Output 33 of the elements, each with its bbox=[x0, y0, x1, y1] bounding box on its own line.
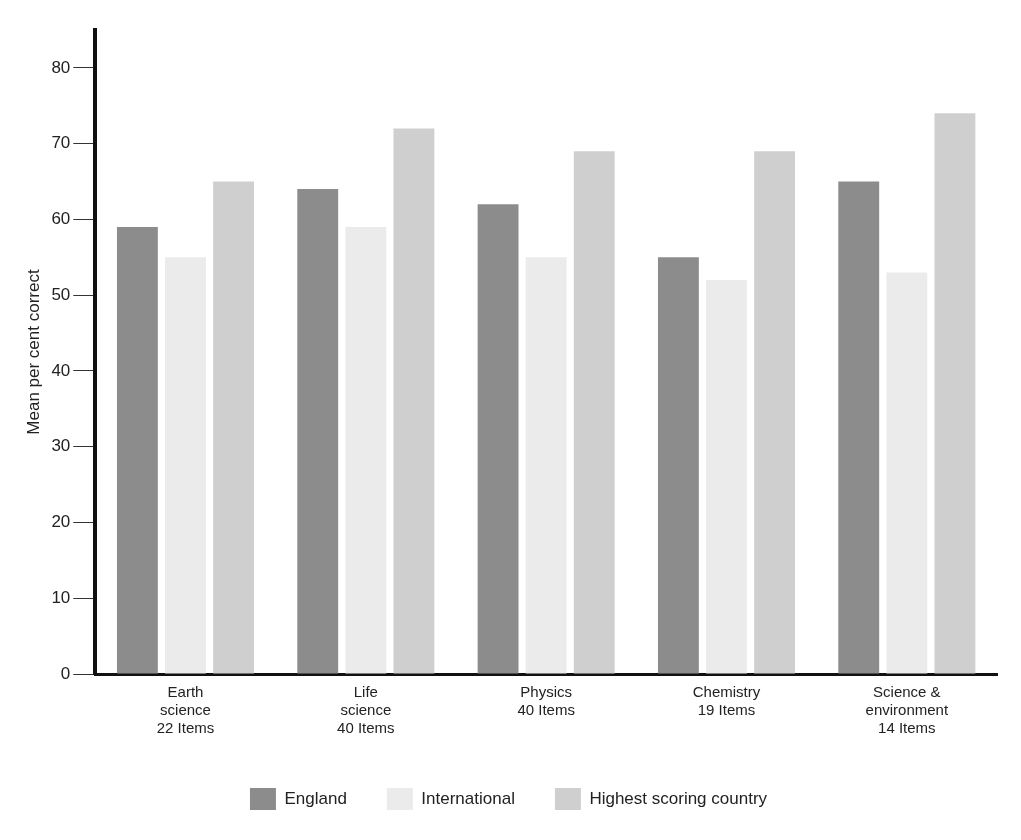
y-axis-title: Mean per cent correct bbox=[23, 269, 43, 435]
y-tick-label: 40 bbox=[51, 360, 71, 380]
y-tick-label: 50 bbox=[51, 284, 71, 304]
y-tick-label: 80 bbox=[51, 57, 71, 77]
bar bbox=[345, 226, 387, 674]
x-tick-label: Physics 40 Items bbox=[517, 683, 575, 719]
bar bbox=[657, 257, 699, 674]
y-tick-label: 30 bbox=[51, 436, 71, 456]
y-tick-label: 20 bbox=[51, 512, 71, 532]
bar bbox=[393, 128, 435, 674]
bar bbox=[706, 280, 747, 674]
y-tick-label: 70 bbox=[51, 133, 71, 153]
x-tick-label: Earth science 22 Items bbox=[156, 683, 215, 737]
x-tick-label: Life science 40 Items bbox=[337, 683, 395, 737]
bar bbox=[116, 226, 158, 674]
bar bbox=[838, 181, 880, 674]
x-tick-label: Chemistry 19 Items bbox=[692, 683, 761, 719]
bar bbox=[477, 204, 519, 674]
y-tick-label: 0 bbox=[60, 663, 71, 683]
bar bbox=[165, 257, 206, 674]
bar bbox=[297, 189, 339, 674]
y-tick-label: 60 bbox=[51, 209, 71, 229]
x-tick-label: Science & environment 14 Items bbox=[865, 683, 949, 737]
y-tick-label: 10 bbox=[51, 587, 71, 607]
legend-label: International bbox=[421, 788, 515, 808]
bar bbox=[886, 272, 928, 674]
bar bbox=[934, 113, 976, 674]
bar bbox=[525, 257, 567, 674]
bar bbox=[573, 151, 615, 674]
bar bbox=[754, 151, 796, 674]
bar bbox=[213, 181, 255, 674]
legend-label: Highest scoring country bbox=[589, 788, 768, 808]
legend-label: England bbox=[284, 788, 347, 808]
